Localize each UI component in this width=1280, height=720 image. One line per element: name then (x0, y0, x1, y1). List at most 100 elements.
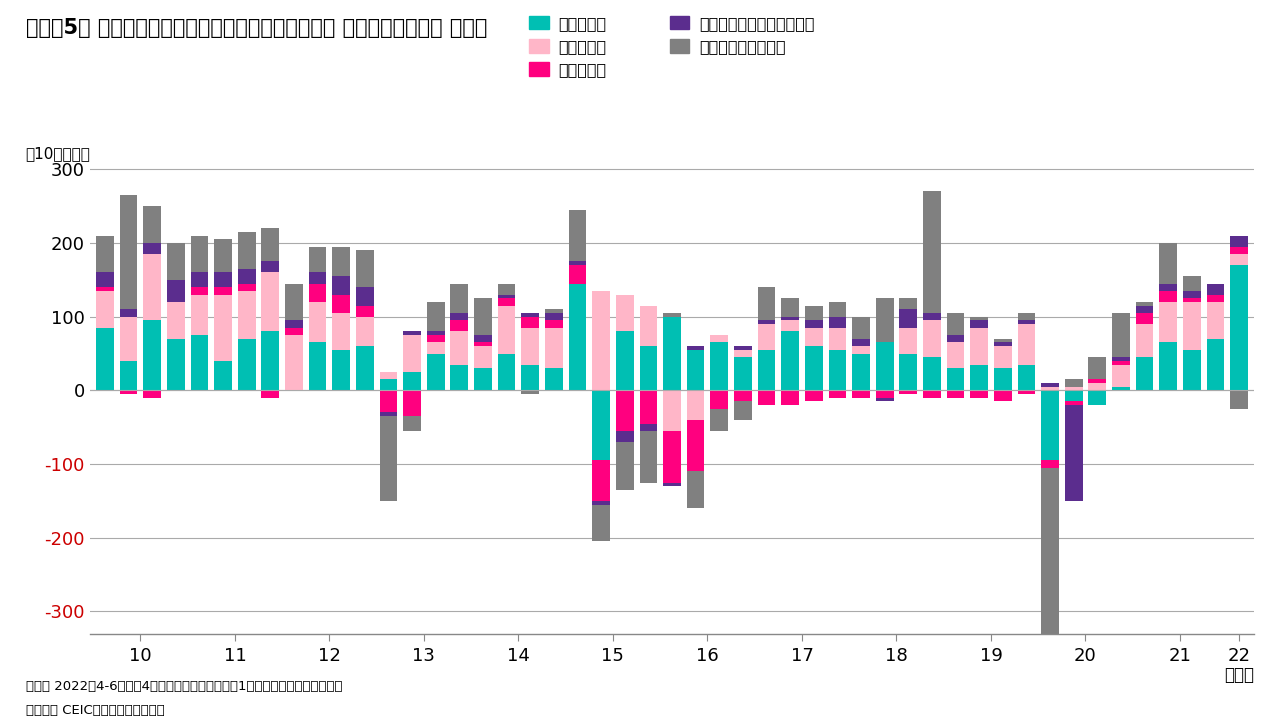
Bar (96, 328, 114, 390)
Bar (1135, 305, 1153, 313)
Bar (1112, 313, 1130, 357)
Bar (710, 409, 728, 431)
Bar (1183, 291, 1201, 298)
Bar (1018, 324, 1036, 364)
Bar (828, 350, 846, 390)
Bar (876, 390, 893, 397)
Bar (758, 320, 776, 324)
Bar (285, 328, 303, 335)
Bar (1135, 357, 1153, 390)
Bar (970, 390, 988, 397)
Bar (214, 239, 232, 272)
Bar (640, 346, 657, 390)
Bar (143, 254, 161, 320)
Bar (96, 235, 114, 272)
Bar (451, 284, 468, 313)
Bar (1041, 387, 1059, 390)
Bar (1088, 383, 1106, 390)
Bar (687, 472, 704, 508)
Bar (1160, 302, 1178, 343)
Text: （注） 2022年4-6月期は4月分データのみ。満期が1年以上の債券のみの計数。: （注） 2022年4-6月期は4月分データのみ。満期が1年以上の債券のみの計数。 (26, 680, 342, 693)
Bar (356, 251, 374, 287)
Bar (333, 350, 351, 390)
Bar (733, 390, 751, 402)
Bar (1207, 339, 1224, 390)
Bar (498, 294, 516, 298)
Bar (687, 390, 704, 420)
Bar (828, 317, 846, 328)
Bar (451, 331, 468, 364)
Bar (1018, 364, 1036, 390)
Bar (166, 339, 184, 390)
Bar (1135, 313, 1153, 324)
Bar (616, 431, 634, 442)
Bar (474, 343, 492, 346)
Bar (474, 298, 492, 335)
Bar (616, 294, 634, 331)
Bar (900, 354, 918, 390)
Bar (285, 284, 303, 320)
Bar (545, 328, 563, 368)
Bar (852, 317, 870, 339)
Bar (852, 346, 870, 354)
Bar (781, 317, 799, 320)
Bar (923, 357, 941, 390)
Bar (261, 228, 279, 261)
Bar (852, 354, 870, 390)
Bar (380, 379, 397, 390)
Bar (733, 357, 751, 390)
Bar (261, 390, 279, 397)
Bar (120, 390, 137, 394)
Bar (1112, 387, 1130, 390)
Bar (120, 317, 137, 361)
Bar (640, 390, 657, 423)
Bar (900, 298, 918, 310)
Bar (238, 269, 256, 284)
Bar (593, 291, 611, 390)
Bar (593, 505, 611, 541)
Bar (214, 361, 232, 390)
Bar (781, 331, 799, 390)
Bar (143, 390, 161, 397)
Bar (781, 320, 799, 331)
Bar (214, 287, 232, 294)
Bar (805, 328, 823, 346)
Bar (993, 343, 1011, 346)
Bar (238, 232, 256, 269)
Bar (923, 192, 941, 313)
Bar (426, 343, 444, 354)
Bar (1088, 357, 1106, 379)
Bar (333, 294, 351, 313)
Bar (1135, 324, 1153, 357)
Bar (663, 313, 681, 317)
Bar (96, 291, 114, 328)
Bar (143, 206, 161, 243)
Bar (687, 420, 704, 472)
Bar (380, 413, 397, 416)
Bar (947, 368, 964, 390)
Bar (1230, 235, 1248, 247)
Bar (521, 313, 539, 317)
Bar (191, 235, 209, 272)
Bar (758, 390, 776, 405)
Bar (214, 272, 232, 287)
Bar (143, 243, 161, 254)
Bar (663, 317, 681, 390)
Bar (805, 346, 823, 390)
Bar (733, 402, 751, 420)
Bar (333, 276, 351, 294)
Bar (1018, 390, 1036, 394)
Legend: 欧州投賄家, 日本投賄家, 中国投賄家, その他アジア地域の投賄家, その他地域の投賄家: 欧州投賄家, 日本投賄家, 中国投賄家, その他アジア地域の投賄家, その他地域… (524, 10, 820, 84)
Bar (308, 284, 326, 302)
Bar (993, 339, 1011, 343)
Bar (426, 335, 444, 343)
Bar (451, 364, 468, 390)
Bar (1041, 383, 1059, 387)
Bar (1065, 405, 1083, 501)
Bar (285, 335, 303, 390)
Bar (1230, 247, 1248, 254)
Bar (545, 320, 563, 328)
Bar (993, 368, 1011, 390)
Bar (498, 354, 516, 390)
Bar (687, 346, 704, 350)
